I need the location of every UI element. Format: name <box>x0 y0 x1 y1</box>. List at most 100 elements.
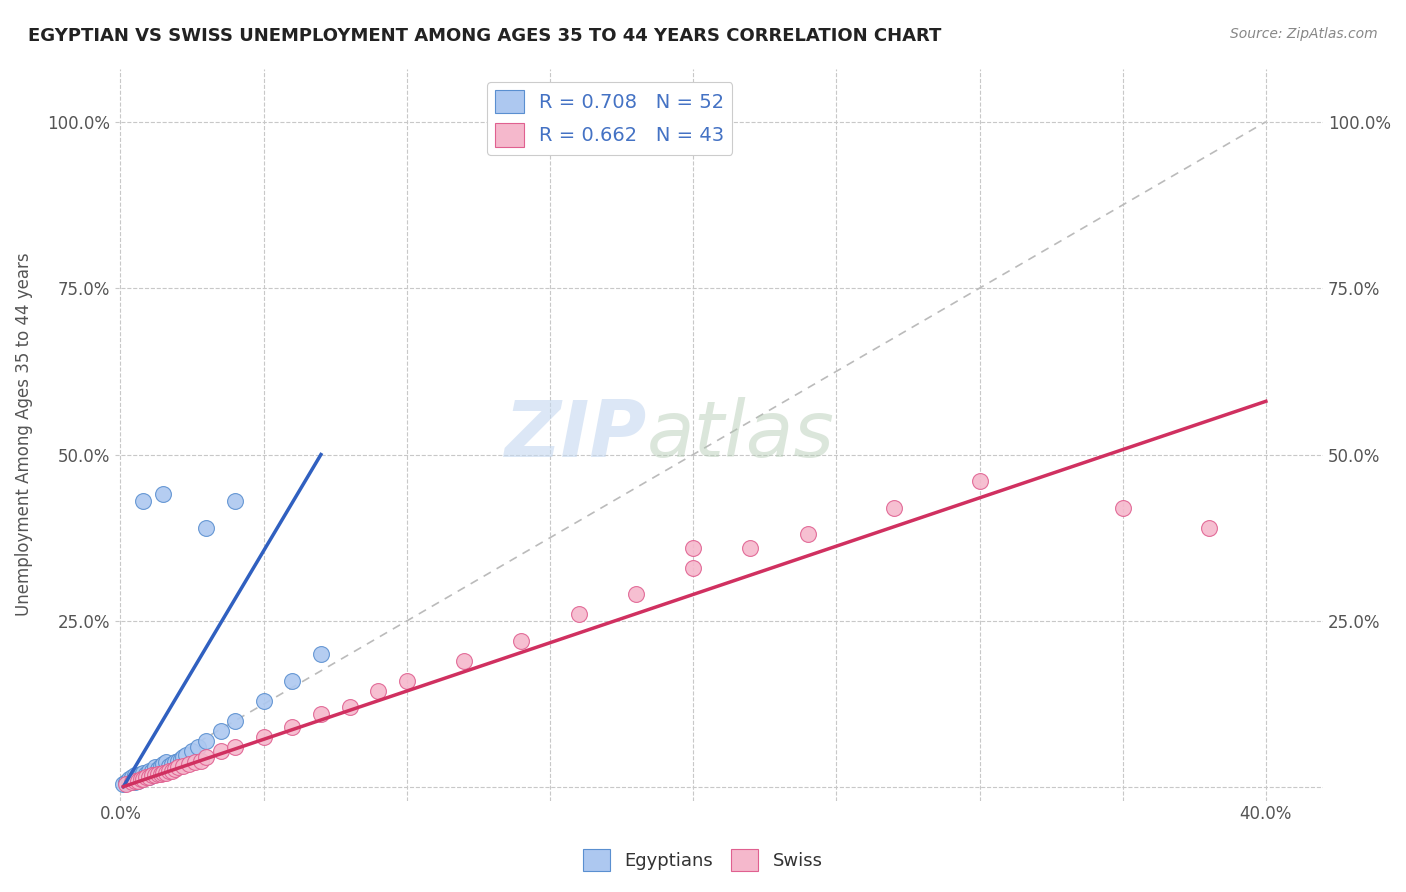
Point <box>1112 500 1135 515</box>
Point <box>169 752 191 766</box>
Point <box>187 740 209 755</box>
Text: ZIP: ZIP <box>505 397 647 473</box>
Point <box>118 772 141 787</box>
Legend: Egyptians, Swiss: Egyptians, Swiss <box>576 842 830 879</box>
Point <box>132 770 155 784</box>
Point <box>127 770 149 784</box>
Point <box>624 587 647 601</box>
Point <box>339 700 361 714</box>
Point <box>146 767 169 781</box>
Point <box>453 654 475 668</box>
Point <box>132 765 155 780</box>
Point <box>568 607 591 622</box>
Point <box>132 772 155 787</box>
Point <box>124 775 146 789</box>
Point <box>138 764 160 778</box>
Point <box>176 748 198 763</box>
Point <box>143 768 166 782</box>
Point <box>115 777 138 791</box>
Point <box>224 494 246 508</box>
Point <box>115 775 138 789</box>
Text: EGYPTIAN VS SWISS UNEMPLOYMENT AMONG AGES 35 TO 44 YEARS CORRELATION CHART: EGYPTIAN VS SWISS UNEMPLOYMENT AMONG AGE… <box>28 27 942 45</box>
Text: Source: ZipAtlas.com: Source: ZipAtlas.com <box>1230 27 1378 41</box>
Point <box>157 764 180 778</box>
Point <box>129 767 152 781</box>
Point <box>143 767 166 781</box>
Point <box>149 764 172 778</box>
Point <box>152 765 174 780</box>
Point <box>190 754 212 768</box>
Point <box>253 731 276 745</box>
Point <box>149 759 172 773</box>
Point <box>149 767 172 781</box>
Point <box>796 527 818 541</box>
Point <box>682 560 704 574</box>
Point <box>224 740 246 755</box>
Point <box>112 777 135 791</box>
Point <box>309 707 332 722</box>
Point <box>160 757 183 772</box>
Point <box>195 521 218 535</box>
Point <box>367 683 389 698</box>
Text: atlas: atlas <box>647 397 834 473</box>
Point <box>740 541 762 555</box>
Point <box>146 762 169 776</box>
Point <box>969 474 991 488</box>
Point <box>141 764 163 778</box>
Point <box>155 762 177 776</box>
Point <box>1198 521 1220 535</box>
Point <box>224 714 246 728</box>
Point <box>127 773 149 788</box>
Point <box>124 768 146 782</box>
Point <box>181 744 204 758</box>
Point <box>184 755 207 769</box>
Point <box>141 768 163 782</box>
Point <box>281 720 304 734</box>
Point <box>179 757 201 772</box>
Point <box>172 759 194 773</box>
Point <box>127 773 149 788</box>
Point <box>129 772 152 787</box>
Point <box>166 760 188 774</box>
Point <box>395 673 418 688</box>
Point <box>152 764 174 778</box>
Point <box>281 673 304 688</box>
Point <box>129 768 152 782</box>
Point <box>195 750 218 764</box>
Point <box>143 760 166 774</box>
Point <box>160 764 183 778</box>
Point <box>129 772 152 787</box>
Point <box>138 770 160 784</box>
Y-axis label: Unemployment Among Ages 35 to 44 years: Unemployment Among Ages 35 to 44 years <box>15 252 32 616</box>
Point <box>121 775 143 789</box>
Point <box>163 762 186 776</box>
Point <box>166 754 188 768</box>
Point <box>135 767 157 781</box>
Point <box>253 694 276 708</box>
Point <box>118 773 141 788</box>
Point <box>138 767 160 781</box>
Point <box>141 768 163 782</box>
Point <box>121 773 143 788</box>
Point <box>146 765 169 780</box>
Point <box>155 765 177 780</box>
Point <box>309 647 332 661</box>
Point <box>124 772 146 787</box>
Point <box>155 755 177 769</box>
Point <box>209 723 232 738</box>
Point <box>135 770 157 784</box>
Point <box>163 755 186 769</box>
Point <box>121 770 143 784</box>
Point <box>172 750 194 764</box>
Point <box>152 757 174 772</box>
Point <box>157 759 180 773</box>
Point <box>135 770 157 784</box>
Point <box>132 494 155 508</box>
Point <box>138 770 160 784</box>
Point <box>152 487 174 501</box>
Point <box>209 744 232 758</box>
Point <box>510 633 533 648</box>
Point <box>682 541 704 555</box>
Point <box>195 733 218 747</box>
Point <box>883 500 905 515</box>
